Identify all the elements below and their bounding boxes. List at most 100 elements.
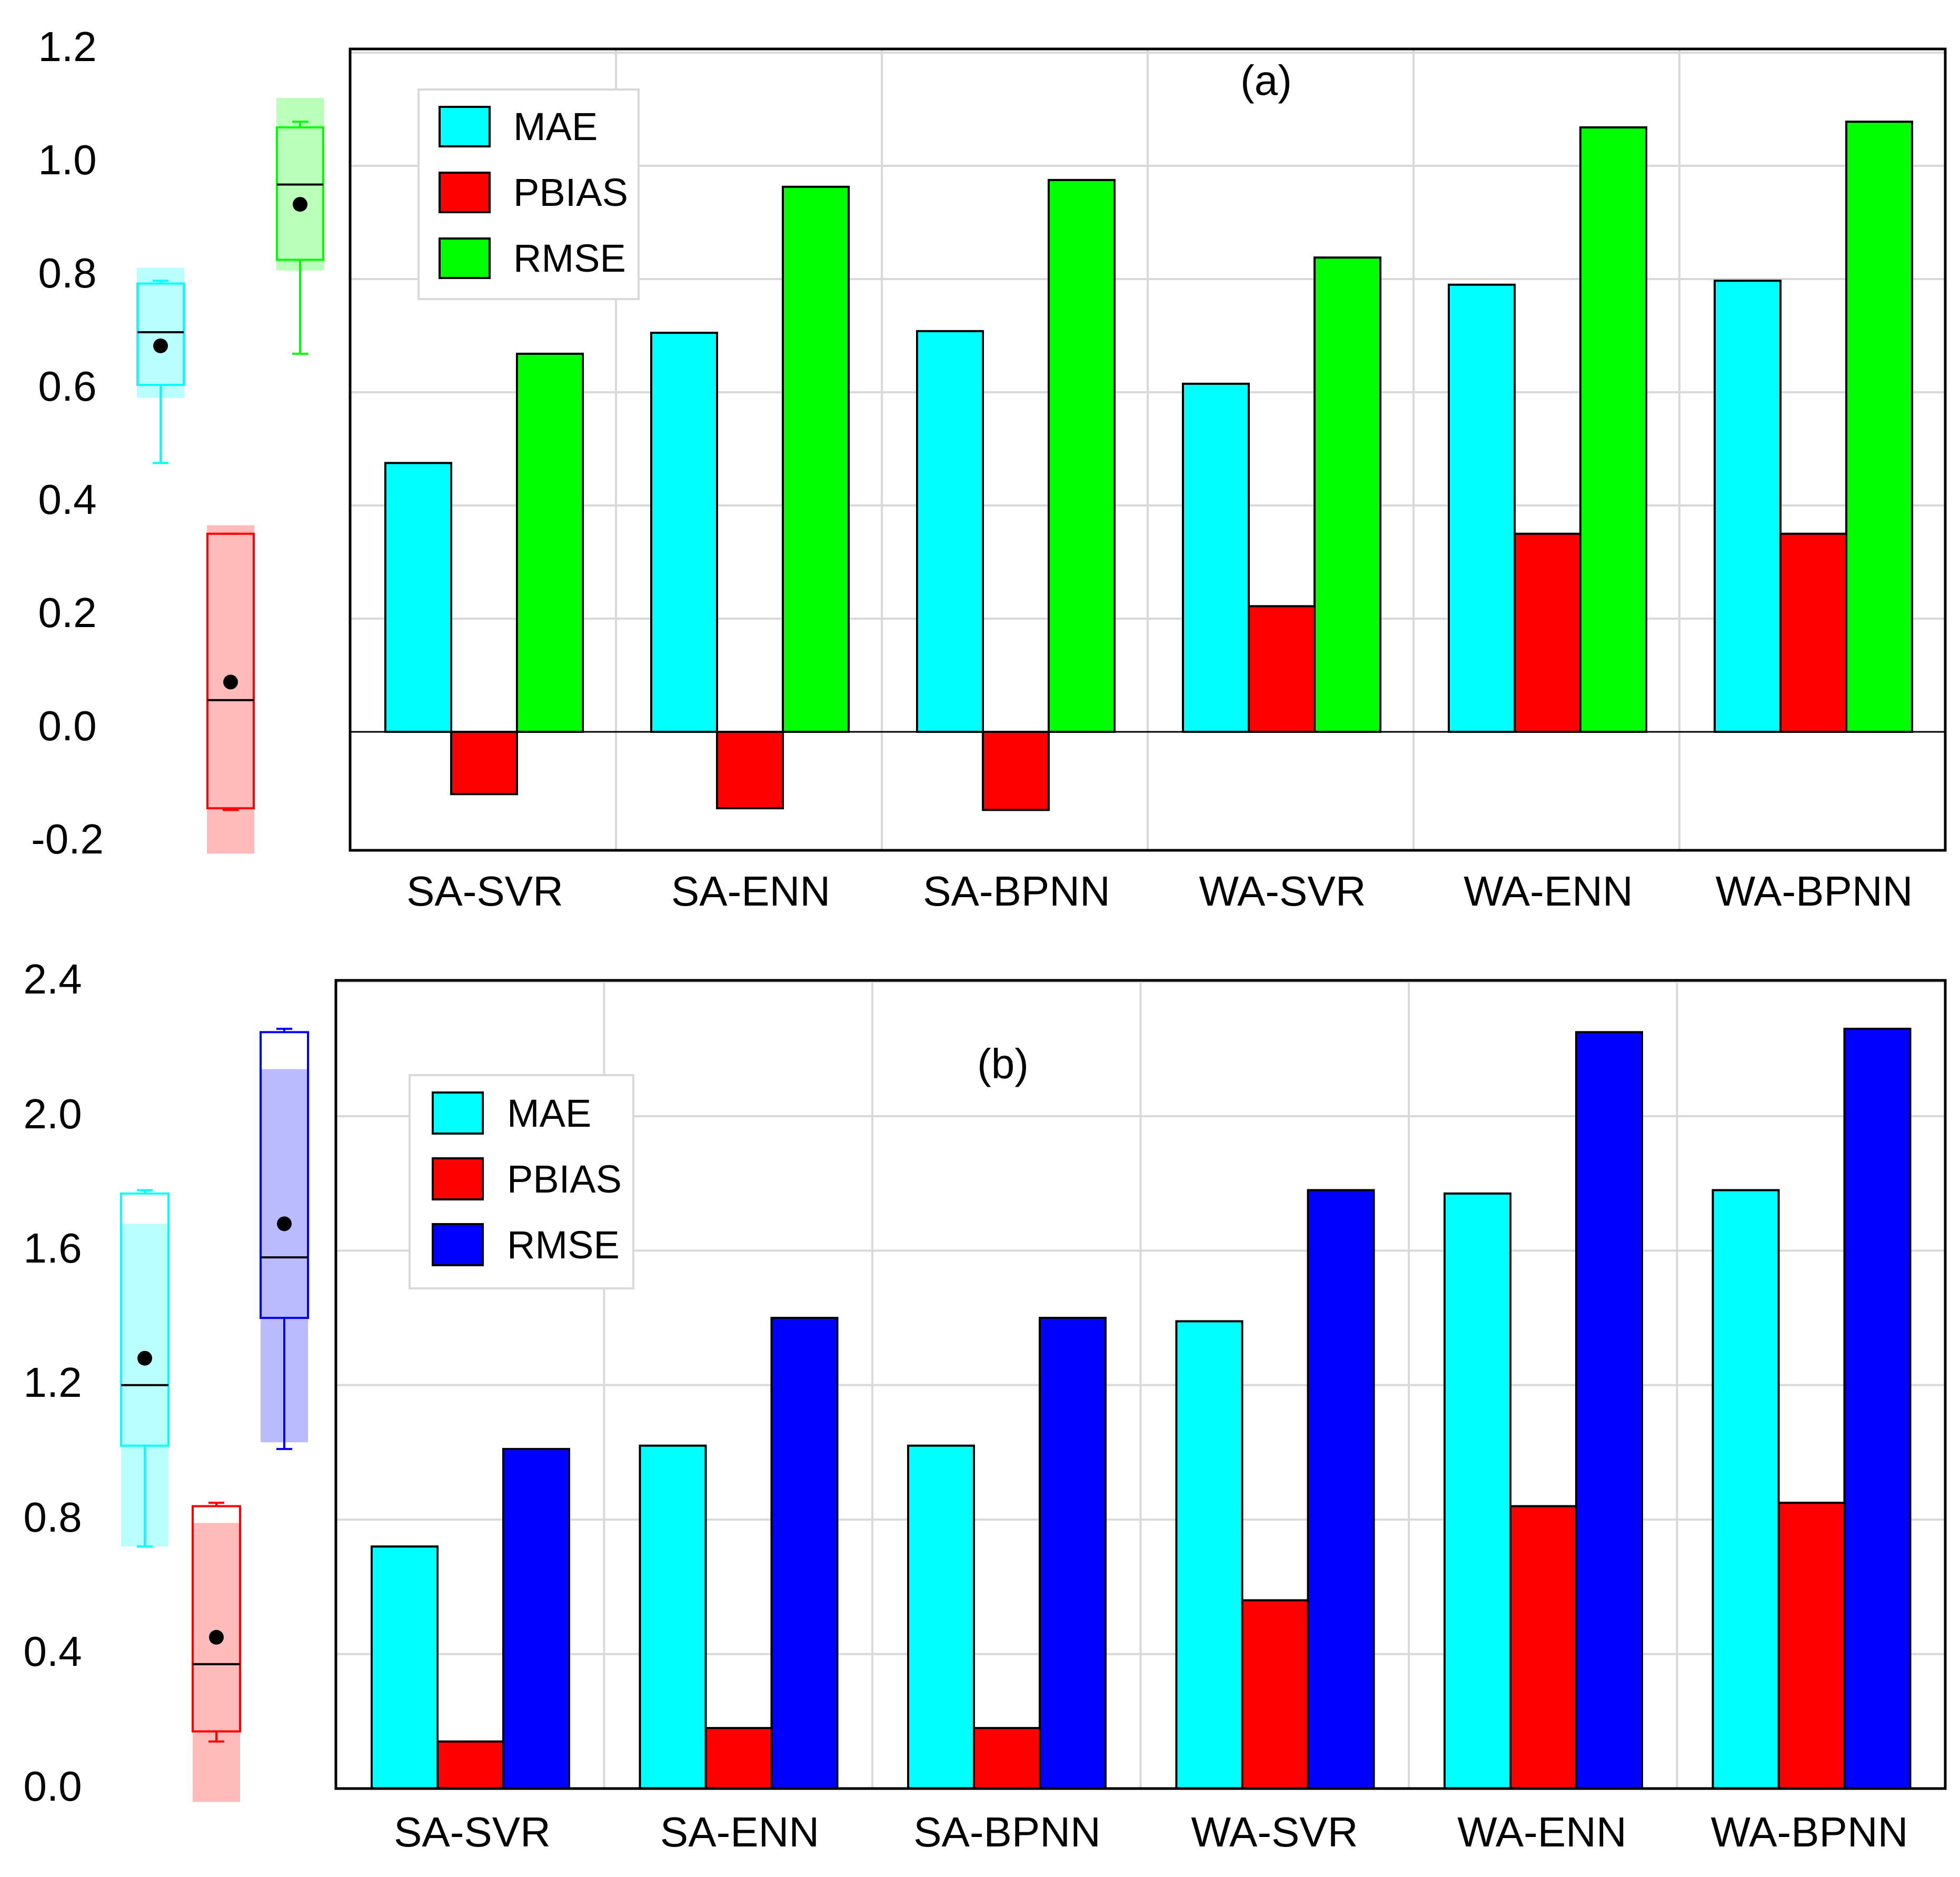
panel-a: 1.2 1.0 0.8 0.6 0.4 0.2 0.0 -0.2 SA-SVR … [31, 23, 1947, 915]
panel-b-bar-pbias [1509, 1505, 1577, 1790]
panel-a-ytick: 0.4 [38, 476, 96, 523]
panel-a-box-mean-pbias [223, 674, 238, 690]
panel-b-xtick: SA-SVR [394, 1809, 551, 1855]
panel-b-ytick: 0.8 [23, 1494, 82, 1541]
panel-b-xtick: WA-ENN [1457, 1809, 1626, 1855]
panel-a-box-mean-mae [153, 338, 168, 353]
panel-a-ytick: 0.0 [38, 702, 96, 749]
panel-b-bar-pbias [1241, 1599, 1309, 1790]
panel-b-bar-pbias [436, 1740, 504, 1790]
panel-a-bar-mae [384, 462, 452, 733]
panel-a-xtick: WA-ENN [1464, 868, 1633, 915]
panel-a-legend-label-mae: MAE [513, 105, 598, 148]
panel-b-x-labels: SA-SVR SA-ENN SA-BPNN WA-SVR WA-ENN WA-B… [394, 1809, 1908, 1855]
panel-a-bar-mae [1714, 280, 1782, 733]
panel-b-y-ticks: 2.4 2.0 1.6 1.2 0.8 0.4 0.0 [23, 956, 82, 1810]
panel-b-bar-rmse [1307, 1189, 1375, 1790]
panel-b-bars [371, 1027, 1912, 1790]
panel-a-bar-mae [1182, 382, 1250, 733]
panel-a-legend-swatch-rmse [439, 237, 491, 279]
panel-b-legend-label-mae: MAE [507, 1091, 591, 1135]
panel-b-legend: MAE PBIAS RMSE [409, 1074, 634, 1289]
panel-a-ytick: 1.0 [38, 136, 96, 183]
panel-b-bar-rmse [1039, 1317, 1107, 1790]
panel-a-ytick: 0.2 [38, 589, 96, 636]
panel-a-box-iqr-mae [136, 282, 185, 386]
panel-a-xtick: SA-BPNN [923, 868, 1110, 915]
panel-b-bar-mae [1444, 1192, 1511, 1790]
panel-a-legend-label-rmse: RMSE [513, 236, 626, 280]
panel-b-boxplots [120, 1027, 309, 1802]
panel-a-boxplots [136, 98, 324, 854]
panel-b-legend-label-rmse: RMSE [507, 1223, 620, 1267]
panel-b-bar-pbias [973, 1727, 1041, 1790]
panel-b-xtick: SA-BPNN [913, 1809, 1101, 1855]
panel-a-xtick: SA-SVR [406, 868, 563, 915]
panel-b-box-iqr-rmse [260, 1031, 309, 1319]
panel-a-bar-mae [1448, 283, 1516, 733]
panel-b-label: (b) [977, 1040, 1029, 1087]
panel-b-bar-rmse [502, 1448, 570, 1790]
panel-b-bar-rmse [1575, 1031, 1643, 1790]
panel-a-frame [349, 47, 1947, 852]
panel-a-bar-rmse [1314, 256, 1381, 733]
panel-b-box-iqr-mae [120, 1192, 170, 1447]
panel-b-bar-mae [639, 1444, 707, 1790]
panel-b-legend-swatch-rmse [432, 1223, 484, 1266]
panel-a-legend-swatch-mae [439, 106, 491, 147]
panel-b-xtick: SA-ENN [660, 1809, 819, 1855]
panel-a-y-ticks: 1.2 1.0 0.8 0.6 0.4 0.2 0.0 -0.2 [31, 23, 104, 862]
panel-b-legend-label-pbias: PBIAS [507, 1157, 622, 1201]
panel-b-bar-mae [371, 1545, 439, 1790]
panel-b-ytick: 0.0 [23, 1763, 82, 1810]
panel-a-xtick: WA-BPNN [1716, 868, 1913, 915]
panel-b-legend-swatch-pbias [432, 1157, 484, 1200]
panel-a-xtick: SA-ENN [671, 868, 830, 915]
panel-b: 2.4 2.0 1.6 1.2 0.8 0.4 0.0 SA-SVR SA-EN… [23, 956, 1947, 1855]
panel-a-bars [384, 121, 1913, 811]
panel-a-legend: MAE PBIAS RMSE [417, 88, 640, 300]
panel-a-bar-rmse [1845, 121, 1913, 733]
panel-b-bar-rmse [770, 1317, 839, 1790]
panel-b-box-iqr-pbias [192, 1505, 241, 1733]
panel-b-ytick: 2.4 [23, 956, 82, 1002]
panel-b-box-mean-rmse [277, 1216, 292, 1232]
panel-a-bar-pbias [982, 731, 1050, 811]
panel-a-bar-pbias [450, 731, 518, 796]
panel-b-frame [334, 979, 1947, 1790]
panel-b-ytick: 0.4 [23, 1628, 82, 1675]
panel-b-bar-mae [1712, 1189, 1780, 1790]
panel-b-bar-pbias [704, 1727, 773, 1790]
panel-a-bar-rmse [1048, 178, 1116, 733]
panel-a-xtick: WA-SVR [1199, 868, 1366, 915]
panel-a-box-iqr-pbias [206, 532, 255, 810]
panel-b-ytick: 2.0 [23, 1090, 82, 1137]
panel-b-bar-rmse [1843, 1027, 1912, 1790]
panel-a-bar-mae [650, 332, 718, 733]
panel-a-ytick: -0.2 [31, 816, 104, 862]
panel-a-box-mean-rmse [293, 197, 307, 212]
panel-a-legend-swatch-pbias [439, 172, 491, 213]
panel-b-xtick: WA-SVR [1191, 1809, 1358, 1855]
panel-b-bar-mae [1175, 1320, 1243, 1790]
panel-a-bar-pbias [716, 731, 784, 810]
panel-b-ytick: 1.6 [23, 1225, 82, 1272]
panel-a-bar-pbias [1514, 532, 1581, 733]
panel-a-ytick: 1.2 [38, 23, 96, 70]
panel-a-bar-rmse [1579, 126, 1647, 733]
panel-b-bar-pbias [1777, 1502, 1846, 1790]
panel-a-legend-label-pbias: PBIAS [513, 171, 628, 214]
panel-b-box-mean-mae [137, 1350, 152, 1366]
panel-a-bar-rmse [782, 185, 850, 733]
panel-b-ytick: 1.2 [23, 1359, 82, 1406]
panel-b-box-mean-pbias [209, 1630, 224, 1645]
panel-b-legend-swatch-mae [432, 1091, 484, 1135]
panel-a-box-iqr-rmse [276, 126, 324, 261]
panel-a-bar-mae [916, 330, 984, 733]
panel-b-box-band-pbias [193, 1523, 240, 1802]
panel-b-xtick: WA-BPNN [1711, 1809, 1908, 1855]
panel-a-ytick: 0.6 [38, 363, 96, 410]
panel-a-bar-rmse [516, 352, 584, 733]
panel-b-bar-mae [907, 1444, 975, 1790]
